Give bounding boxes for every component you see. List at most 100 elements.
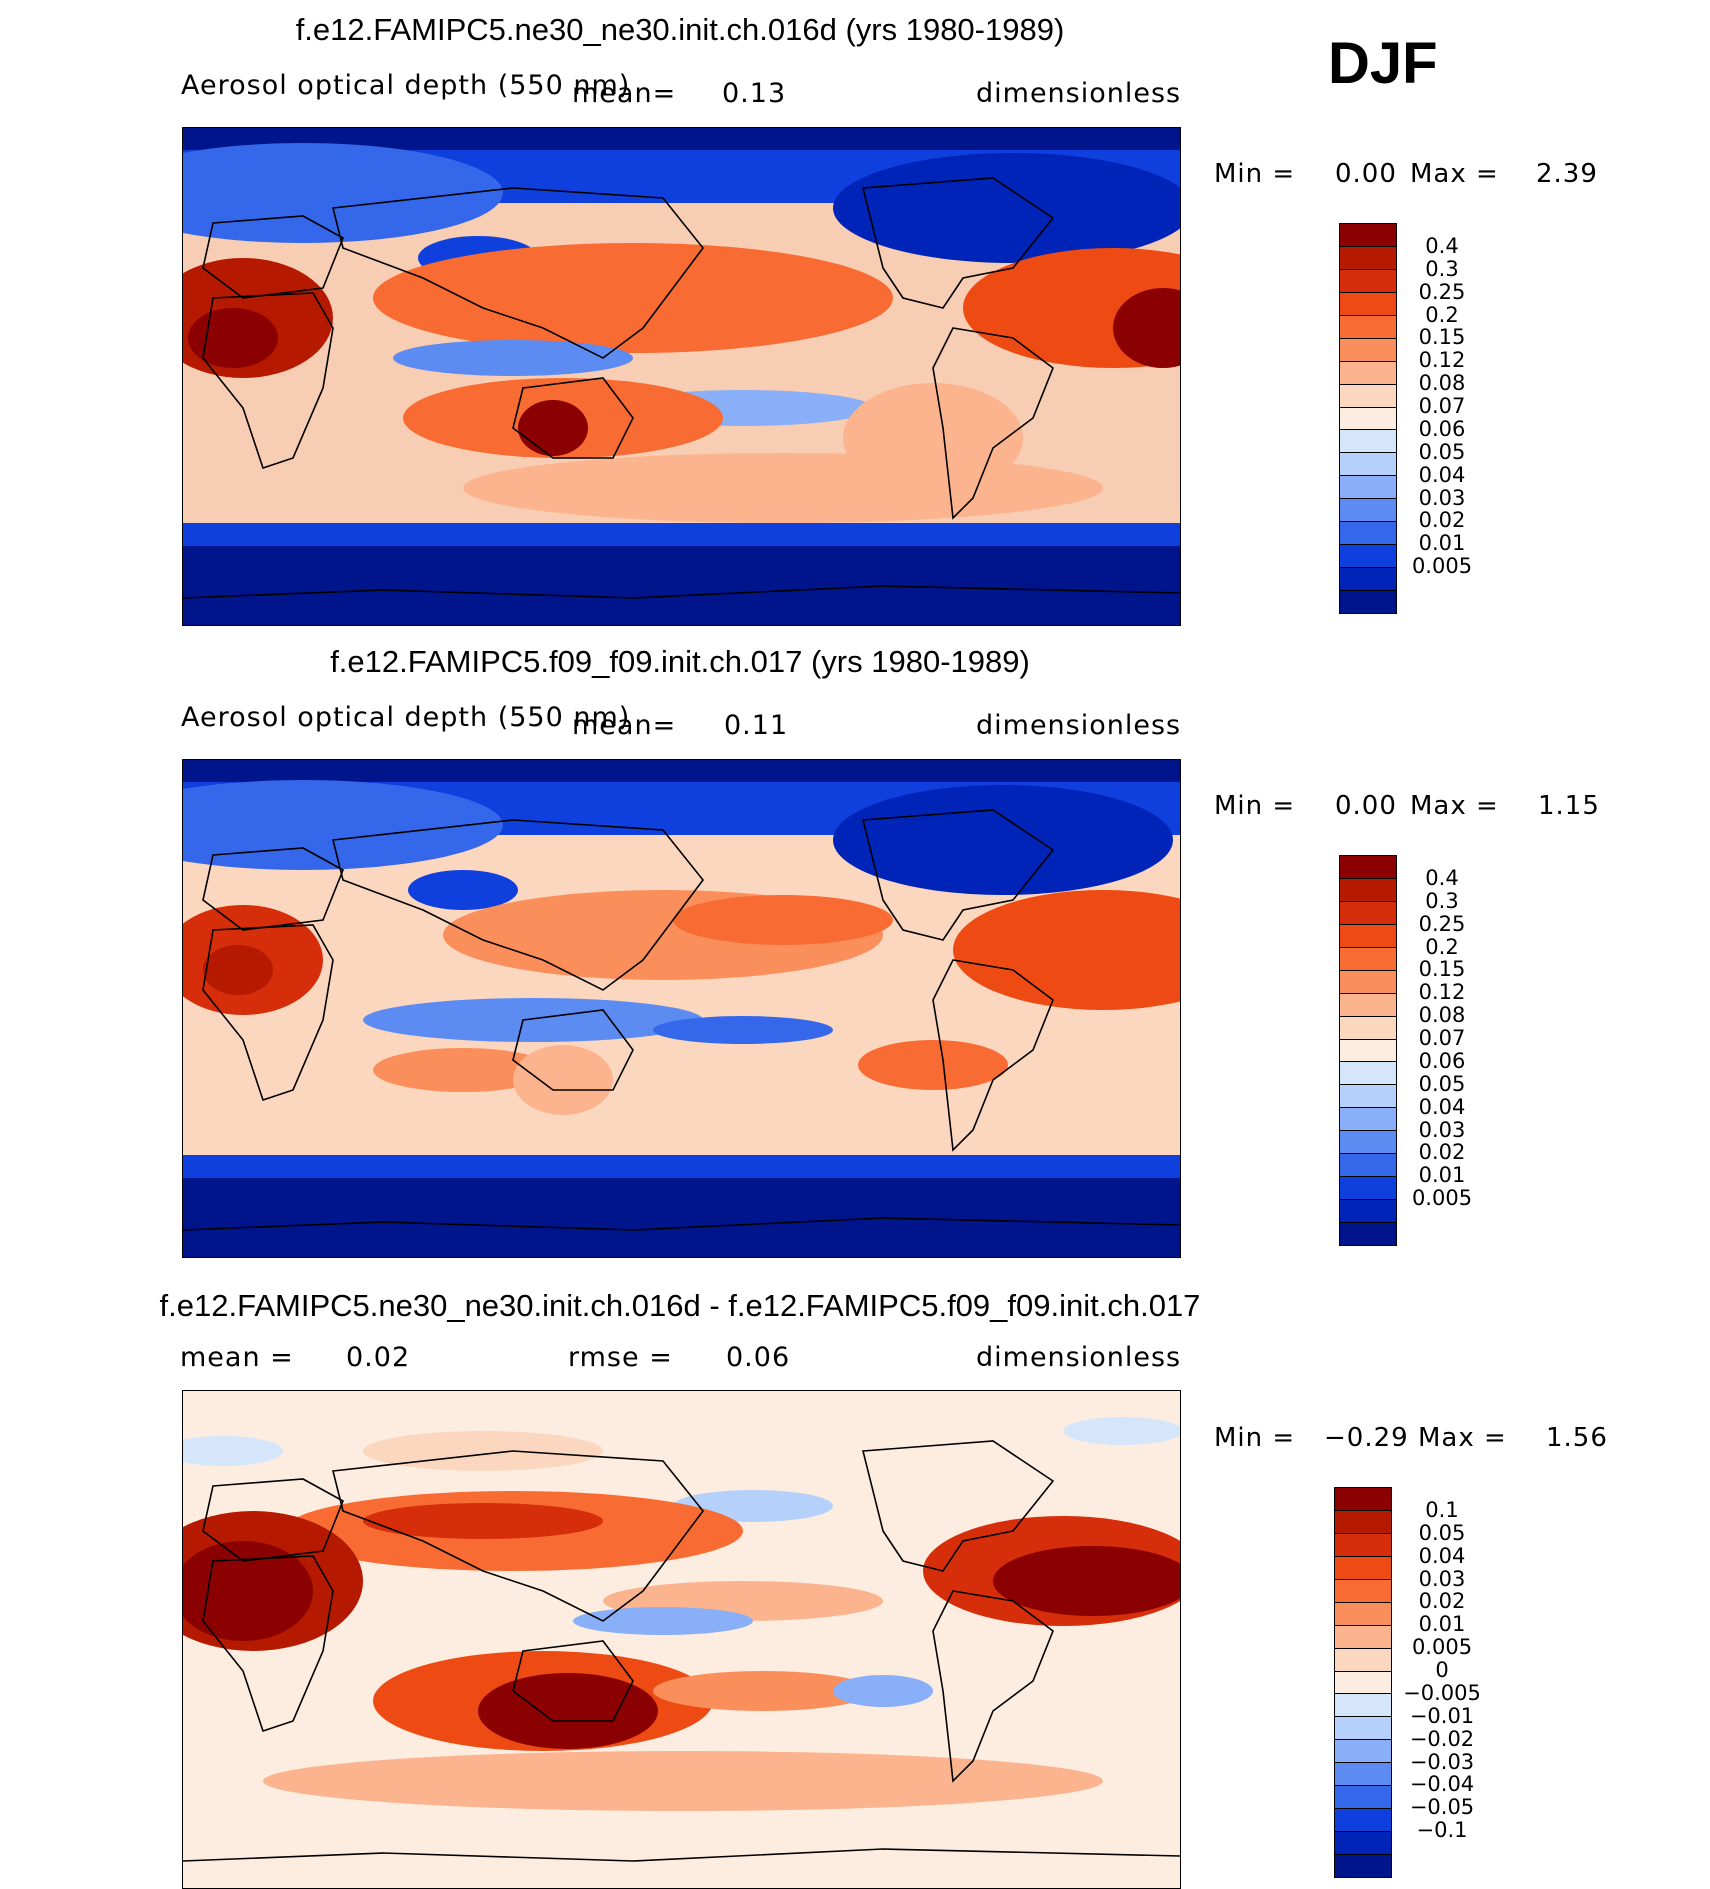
panel3-min-label: Min = [1214,1423,1296,1453]
colorbar-tick-label: 0.08 [1418,371,1466,396]
colorbar-swatch [1335,1671,1391,1695]
colorbar-swatch [1340,901,1396,925]
panel1-title: f.e12.FAMIPC5.ne30_ne30.init.ch.016d (yr… [295,12,1065,47]
colorbar-tick-label: 0.04 [1418,462,1466,487]
panel2-colorbar [1339,855,1397,1246]
colorbar-tick-label: 0.04 [1418,1094,1466,1119]
colorbar-swatch [1340,246,1396,270]
colorbar-tick-label: −0.01 [1409,1703,1475,1728]
colorbar-swatch [1335,1602,1391,1626]
colorbar-tick-label: 0.03 [1418,1566,1466,1591]
colorbar-swatch [1335,1855,1391,1877]
panel3-max-label: Max = [1418,1423,1507,1453]
colorbar-swatch [1335,1510,1391,1534]
colorbar-tick-label: 0.03 [1418,485,1466,510]
colorbar-swatch [1335,1556,1391,1580]
colorbar-swatch [1340,224,1396,247]
panel3-mean-label: mean = [180,1342,294,1373]
colorbar-tick-label: 0.07 [1418,394,1466,419]
colorbar-swatch [1340,1085,1396,1109]
colorbar-swatch [1340,315,1396,339]
colorbar-tick-label: 0.2 [1425,934,1459,959]
colorbar-tick-label: 0.05 [1418,439,1466,464]
colorbar-swatch [1335,1625,1391,1649]
colorbar-tick-label: −0.005 [1403,1680,1481,1705]
panel3-rmse-label: rmse = [568,1342,673,1373]
colorbar-tick-label: 0 [1435,1658,1449,1683]
panel2-min-label: Min = [1214,791,1296,821]
colorbar-swatch [1335,1763,1391,1787]
colorbar-tick-label: 0.1 [1425,1497,1459,1522]
panel3-rmse-value: 0.06 [726,1342,791,1373]
colorbar-swatch [1340,361,1396,385]
panel1-units: dimensionless [976,78,1182,109]
colorbar-tick-label: −0.05 [1409,1795,1475,1820]
panel1-mean-label: mean= [572,78,677,109]
colorbar-tick-label: 0.2 [1425,302,1459,327]
colorbar-tick-label: 0.06 [1418,416,1466,441]
colorbar-tick-label: 0.15 [1418,325,1466,350]
panel1-max-label: Max = [1410,159,1499,189]
panel1-min-label: Min = [1214,159,1296,189]
colorbar-tick-label: −0.04 [1409,1772,1475,1797]
panel1-map [182,127,1181,626]
colorbar-swatch [1335,1488,1391,1511]
colorbar-swatch [1340,993,1396,1017]
colorbar-swatch [1335,1786,1391,1810]
colorbar-tick-label: 0.05 [1418,1520,1466,1545]
colorbar-swatch [1340,1200,1396,1223]
colorbar-swatch [1340,384,1396,408]
panel2-min-value: 0.00 [1335,791,1397,821]
colorbar-tick-label: 0.15 [1418,957,1466,982]
colorbar-tick-label: −0.03 [1409,1749,1475,1774]
colorbar-swatch [1335,1648,1391,1672]
colorbar-tick-label: −0.02 [1409,1726,1475,1751]
season-label: DJF [1328,31,1438,96]
colorbar-tick-label: 0.25 [1418,911,1466,936]
colorbar-tick-label: 0.3 [1425,256,1459,281]
panel1-mean-value: 0.13 [722,78,787,109]
colorbar-tick-label: 0.005 [1411,1186,1473,1211]
panel1-colorbar [1339,223,1397,614]
panel2-units: dimensionless [976,710,1182,741]
colorbar-swatch [1340,453,1396,477]
panel1-min-value: 0.00 [1335,159,1397,189]
colorbar-swatch [1340,1177,1396,1201]
panel2-variable: Aerosol optical depth (550 nm) [181,702,631,733]
panel3-title: f.e12.FAMIPC5.ne30_ne30.init.ch.016d - f… [159,1288,1201,1323]
colorbar-tick-label: 0.04 [1418,1543,1466,1568]
colorbar-swatch [1335,1579,1391,1603]
colorbar-tick-label: 0.02 [1418,1140,1466,1165]
panel2-title: f.e12.FAMIPC5.f09_f09.init.ch.017 (yrs 1… [330,644,1030,679]
colorbar-tick-label: 0.02 [1418,1589,1466,1614]
colorbar-tick-label: 0.4 [1425,233,1459,258]
colorbar-tick-label: −0.1 [1416,1818,1468,1843]
colorbar-swatch [1335,1717,1391,1741]
colorbar-swatch [1335,1740,1391,1764]
panel2-map [182,759,1181,1258]
colorbar-swatch [1340,924,1396,948]
colorbar-swatch [1335,1832,1391,1855]
colorbar-tick-label: 0.02 [1418,508,1466,533]
panel2-mean-value: 0.11 [724,710,789,741]
colorbar-tick-label: 0.08 [1418,1003,1466,1028]
colorbar-tick-label: 0.06 [1418,1048,1466,1073]
colorbar-swatch [1340,1131,1396,1155]
colorbar-tick-label: 0.01 [1418,1163,1466,1188]
panel3-min-value: −0.29 [1324,1423,1409,1453]
colorbar-swatch [1340,522,1396,546]
colorbar-tick-label: 0.005 [1411,1635,1473,1660]
colorbar-swatch [1340,1062,1396,1086]
colorbar-swatch [1340,292,1396,316]
panel2-mean-label: mean= [572,710,677,741]
colorbar-tick-label: 0.12 [1418,980,1466,1005]
panel1-variable: Aerosol optical depth (550 nm) [181,70,631,101]
colorbar-swatch [1340,545,1396,569]
colorbar-tick-label: 0.01 [1418,1612,1466,1637]
colorbar-swatch [1340,568,1396,591]
colorbar-tick-label: 0.12 [1418,348,1466,373]
colorbar-swatch [1340,407,1396,431]
colorbar-tick-label: 0.03 [1418,1117,1466,1142]
colorbar-swatch [1340,970,1396,994]
colorbar-tick-label: 0.07 [1418,1026,1466,1051]
